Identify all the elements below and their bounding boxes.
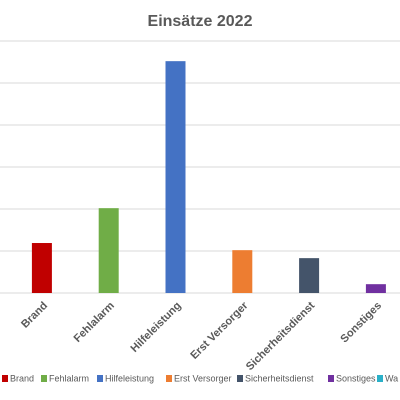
bar bbox=[31, 243, 52, 293]
bar bbox=[365, 284, 386, 293]
legend-label: Wa bbox=[385, 373, 398, 383]
legend-swatch bbox=[237, 375, 243, 382]
bar bbox=[232, 250, 253, 293]
bar bbox=[165, 61, 186, 293]
x-tick-label: Brand bbox=[19, 300, 50, 331]
bar bbox=[98, 208, 119, 293]
legend-label: Sicherheitsdienst bbox=[245, 373, 314, 383]
legend-swatch bbox=[377, 375, 383, 382]
x-tick-label: Sonstiges bbox=[338, 300, 384, 346]
legend-label: Fehlalarm bbox=[49, 373, 89, 383]
legend-swatch bbox=[328, 375, 334, 382]
legend-label: Sonstiges bbox=[336, 373, 376, 383]
legend-swatch bbox=[41, 375, 47, 382]
x-tick-label: Hilfeleistung bbox=[129, 300, 184, 355]
legend-label: Brand bbox=[10, 373, 34, 383]
x-tick-label: Fehlalarm bbox=[72, 300, 117, 345]
chart-title: Einsätze 2022 bbox=[148, 13, 253, 30]
x-tick-label: Erst Versorger bbox=[188, 299, 251, 362]
x-tick-label: Sicherheitsdienst bbox=[244, 299, 318, 373]
legend-label: Erst Versorger bbox=[174, 373, 232, 383]
legend-swatch bbox=[2, 375, 8, 382]
legend-swatch bbox=[166, 375, 172, 382]
legend-swatch bbox=[97, 375, 103, 382]
bar bbox=[299, 258, 320, 293]
legend-label: Hilfeleistung bbox=[105, 373, 154, 383]
